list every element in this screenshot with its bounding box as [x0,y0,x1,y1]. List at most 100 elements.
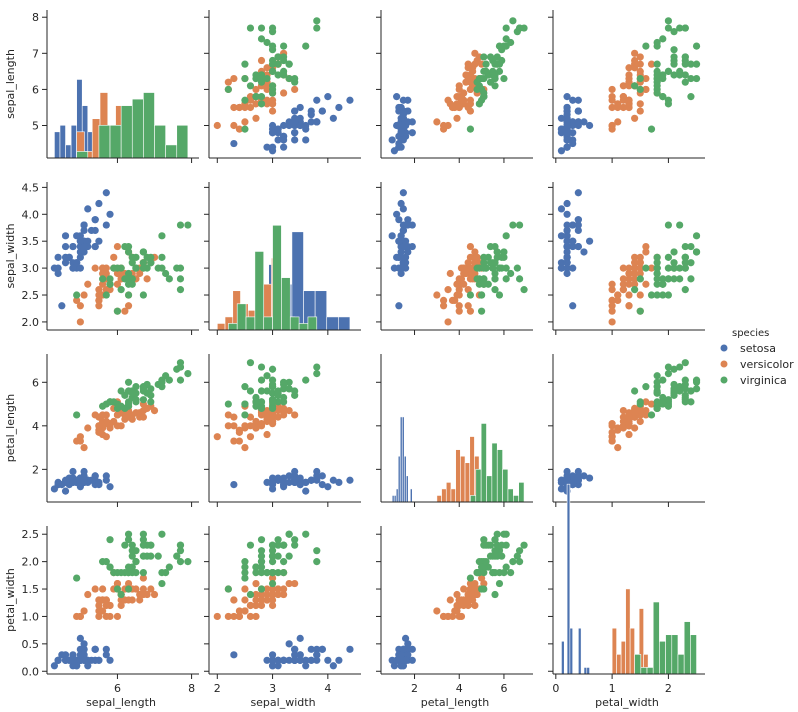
point-versicolor-petal_width-petal_length-41 [469,590,477,599]
point-virginica-petal_width-sepal_width-19 [224,585,232,593]
point-virginica-petal_length-petal_width-14 [687,398,695,406]
point-setosa-petal_length-sepal_width-22 [302,487,310,495]
point-virginica-petal_width-petal_length-31 [509,558,517,566]
hist-bar-virginica-petal_width-5 [665,634,673,675]
hist-bar-virginica-petal_length-2 [480,423,487,503]
point-virginica-sepal_length-sepal_width-21 [257,100,266,108]
point-setosa-sepal_width-sepal_length-35 [76,253,84,261]
point-setosa-sepal_width-petal_width-21 [574,226,582,235]
point-versicolor-petal_width-sepal_width-9 [252,590,260,599]
point-versicolor-petal_width-sepal_width-6 [285,579,293,588]
panel-petal_length-vs-petal_length [376,354,533,507]
hist-bar-virginica-petal_length-8 [513,495,519,503]
point-setosa-petal_width-petal_length-49 [397,656,405,664]
point-versicolor-sepal_length-sepal_width-8 [263,64,271,72]
point-virginica-petal_width-petal_length-39 [486,552,495,560]
point-virginica-petal_width-sepal_length-6 [73,574,81,582]
point-virginica-sepal_width-petal_width-32 [676,275,684,283]
point-virginica-sepal_width-petal_width-37 [653,259,661,267]
point-versicolor-petal_width-petal_length-30 [451,607,459,615]
point-versicolor-sepal_width-petal_width-1 [636,253,644,261]
point-setosa-sepal_width-petal_width-6 [569,242,577,251]
point-setosa-sepal_width-sepal_length-14 [106,210,114,218]
point-virginica-sepal_length-petal_width-0 [692,74,701,83]
hist-bar-versicolor-petal_length-4 [455,449,461,503]
point-virginica-sepal_length-petal_width-46 [659,74,667,83]
point-virginica-sepal_width-petal_length-17 [515,221,524,229]
point-virginica-petal_length-sepal_width-35 [268,376,277,384]
point-virginica-petal_width-sepal_length-21 [99,558,107,566]
point-virginica-sepal_width-petal_width-41 [681,259,689,267]
point-versicolor-sepal_width-petal_width-27 [647,264,656,272]
point-setosa-sepal_length-petal_width-37 [557,125,566,133]
point-virginica-sepal_length-petal_length-44 [493,60,501,68]
point-virginica-sepal_length-sepal_width-49 [268,89,277,97]
point-versicolor-petal_length-sepal_length-31 [95,428,103,436]
point-virginica-petal_length-sepal_width-19 [224,400,232,408]
point-versicolor-sepal_width-petal_width-0 [631,253,639,261]
point-setosa-petal_width-sepal_length-47 [61,656,70,664]
point-versicolor-sepal_width-petal_length-29 [444,286,452,294]
point-setosa-petal_length-sepal_width-46 [313,474,321,482]
point-setosa-petal_length-sepal_length-44 [80,467,88,476]
hist-bar-versicolor-petal_width-4 [629,627,635,675]
point-versicolor-petal_width-sepal_width-45 [268,601,277,610]
point-virginica-petal_length-sepal_length-48 [121,391,129,399]
point-versicolor-sepal_width-petal_width-47 [625,269,633,278]
point-virginica-sepal_length-sepal_width-33 [257,74,266,83]
point-virginica-petal_length-petal_width-22 [664,363,673,371]
hist-bar-setosa-petal_length-0 [391,495,395,503]
point-virginica-petal_length-petal_width-17 [676,363,684,371]
point-setosa-petal_length-sepal_width-16 [318,480,326,489]
point-virginica-petal_length-petal_width-37 [653,389,661,397]
legend-label-virginica: virginica [740,374,787,387]
point-setosa-petal_length-sepal_width-43 [296,474,304,482]
point-setosa-petal_width-sepal_width-31 [291,645,299,653]
point-virginica-sepal_length-petal_length-21 [475,100,483,108]
point-virginica-sepal_width-petal_length-41 [480,259,488,267]
point-virginica-petal_width-sepal_width-41 [274,541,282,549]
point-virginica-petal_length-petal_width-40 [687,387,695,395]
point-setosa-petal_length-sepal_length-42 [54,480,62,489]
point-virginica-petal_width-sepal_length-14 [106,536,114,544]
point-virginica-petal_width-sepal_length-31 [184,558,192,566]
hist-bar-virginica-sepal_length-2 [98,124,111,159]
point-virginica-petal_length-sepal_width-40 [274,387,282,395]
point-versicolor-petal_width-sepal_width-49 [257,596,266,604]
point-versicolor-sepal_length-sepal_width-26 [257,56,266,65]
point-setosa-sepal_length-sepal_width-38 [268,143,277,151]
point-virginica-sepal_length-petal_width-8 [653,60,661,68]
x-tick-label-sepal_width: 4 [324,682,331,695]
point-versicolor-sepal_width-petal_length-48 [433,291,441,299]
point-setosa-sepal_width-petal_width-45 [569,264,577,272]
y-tick-label-sepal_length: 7 [32,47,39,60]
point-setosa-sepal_width-petal_width-39 [563,242,571,251]
point-setosa-petal_width-sepal_width-45 [268,651,277,659]
point-setosa-sepal_width-petal_width-49 [563,248,571,256]
point-virginica-sepal_length-petal_length-37 [489,71,497,79]
point-setosa-petal_length-sepal_width-32 [329,476,337,484]
y-tick-label-petal_width: 1.0 [22,610,40,623]
point-setosa-sepal_width-petal_width-47 [563,253,571,261]
point-versicolor-sepal_length-petal_width-9 [631,114,639,122]
point-setosa-sepal_length-sepal_width-35 [280,121,288,130]
point-versicolor-sepal_length-petal_width-26 [631,56,639,65]
point-setosa-sepal_length-petal_width-49 [563,121,571,130]
point-virginica-petal_width-sepal_width-30 [257,563,266,571]
point-virginica-petal_width-sepal_length-17 [176,547,185,555]
y-axis-label-petal_length: petal_length [4,394,17,462]
point-virginica-petal_length-petal_width-43 [681,380,689,389]
y-tick-label-petal_width: 2.0 [22,556,40,569]
point-setosa-sepal_width-petal_length-41 [395,302,403,310]
point-setosa-sepal_width-sepal_length-39 [80,242,88,251]
point-setosa-petal_length-petal_width-37 [557,478,566,487]
point-setosa-sepal_width-sepal_length-34 [73,259,81,267]
point-virginica-petal_width-sepal_width-8 [241,568,249,577]
point-versicolor-sepal_length-petal_width-30 [614,103,622,112]
point-versicolor-petal_length-sepal_width-45 [268,417,277,426]
point-versicolor-petal_width-sepal_width-10 [213,612,221,621]
point-virginica-sepal_width-petal_length-43 [498,253,506,261]
point-versicolor-sepal_length-sepal_width-18 [224,78,232,86]
point-versicolor-sepal_length-sepal_width-9 [252,114,260,122]
